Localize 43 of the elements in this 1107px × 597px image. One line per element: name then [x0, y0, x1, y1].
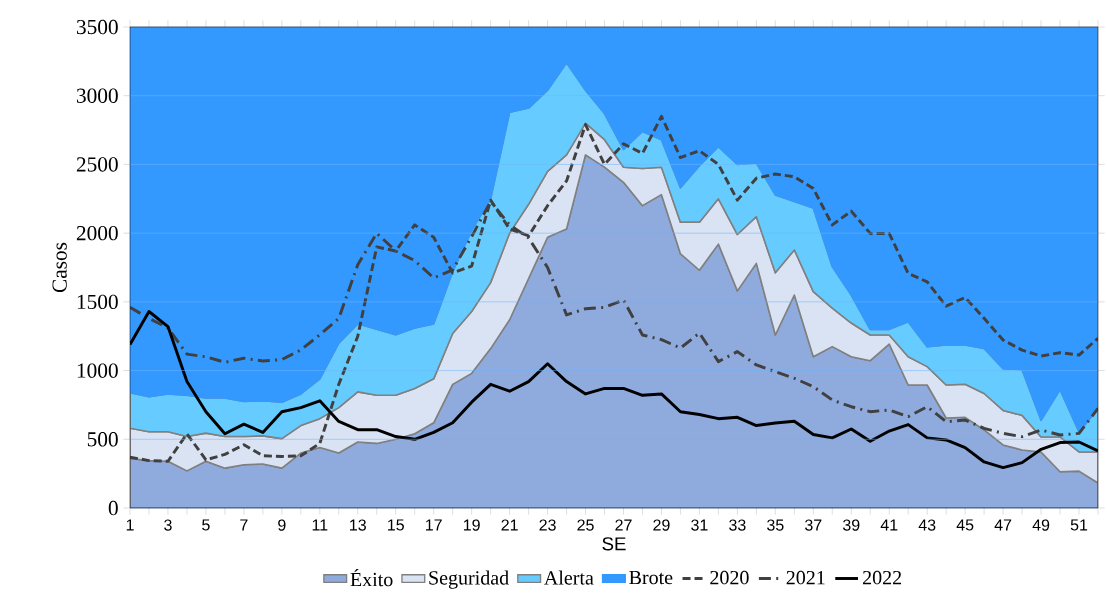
x-tick-label: 29 [653, 519, 670, 531]
x-tick-label: 51 [1070, 519, 1088, 531]
y-tick-label: 2000 [76, 225, 118, 241]
legend-label: Seguridad [429, 570, 509, 589]
x-tick-label: 45 [956, 519, 974, 531]
x-tick-label: 17 [426, 519, 442, 531]
legend-label: Brote [629, 570, 673, 585]
x-tick-label: 5 [202, 519, 210, 531]
x-tick-label: 21 [501, 519, 518, 531]
x-tick-label: 9 [278, 519, 286, 531]
x-tick-label: 23 [539, 519, 556, 531]
x-tick-label: 15 [388, 519, 404, 531]
legend-label: Éxito [350, 568, 393, 587]
y-tick-label: 1000 [77, 363, 118, 378]
x-tick-label: 33 [729, 519, 746, 531]
x-tick-label: 27 [615, 519, 632, 531]
x-tick-label: 1 [126, 519, 134, 531]
y-tick-label: 2500 [76, 157, 118, 172]
x-tick-label: 3 [164, 519, 172, 531]
y-tick-label: 0 [108, 500, 118, 516]
x-tick-label: 11 [312, 519, 328, 531]
x-tick-label: 41 [880, 519, 898, 531]
y-tick-label: 3500 [76, 19, 118, 35]
x-tick-label: 31 [691, 519, 708, 531]
x-tick-label: 39 [842, 519, 860, 531]
x-tick-label: 37 [805, 519, 822, 531]
y-tick-label: 1500 [77, 294, 118, 310]
legend-label: 2021 [786, 570, 825, 585]
x-tick-label: 13 [350, 519, 366, 531]
x-tick-label: 7 [240, 519, 248, 531]
x-tick-label: 43 [918, 519, 936, 531]
y-axis-title: Casos [52, 242, 67, 293]
legend-label: Alerta [544, 570, 594, 585]
y-tick-label: 500 [87, 432, 118, 447]
x-tick-label: 35 [767, 519, 784, 531]
y-tick-label: 3000 [76, 88, 118, 103]
x-tick-label: 25 [577, 519, 594, 531]
x-tick-label: 19 [463, 519, 480, 531]
x-tick-label: 49 [1032, 519, 1050, 531]
legend-label: 2020 [710, 570, 749, 585]
legend-label: 2022 [863, 570, 902, 585]
x-axis-title: SE [602, 537, 626, 551]
x-tick-label: 47 [994, 519, 1012, 531]
